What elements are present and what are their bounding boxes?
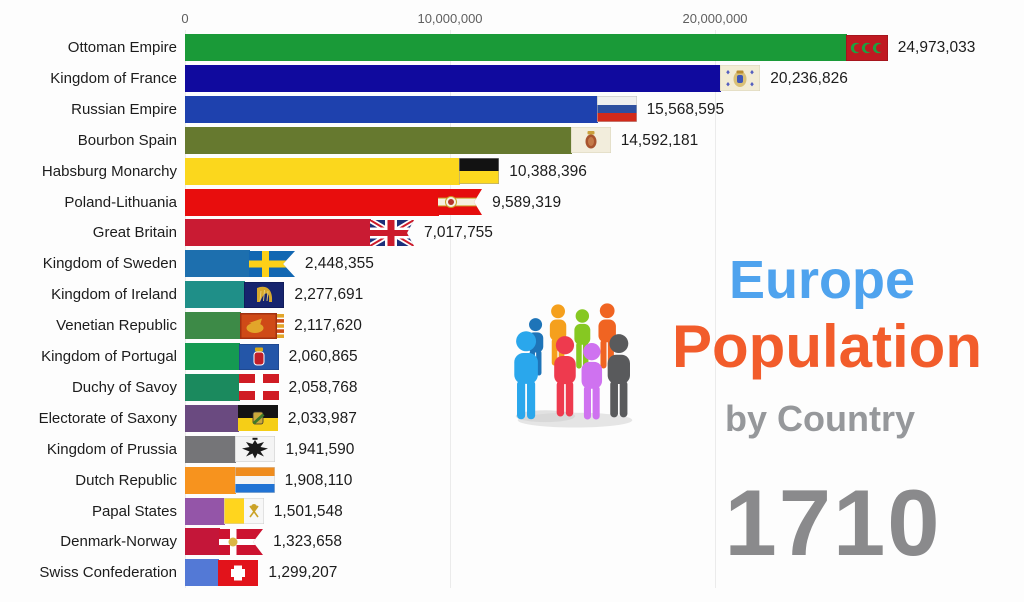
country-label: Russian Empire [71, 100, 177, 118]
title-by-country: by Country [724, 398, 916, 439]
value-label: 2,033,987 [287, 409, 357, 427]
country-label: Kingdom of Ireland [51, 286, 177, 304]
country-label: Ottoman Empire [67, 39, 177, 56]
value-label: 1,323,658 [273, 533, 343, 551]
population-bar [185, 34, 847, 61]
portugal-flag-icon [238, 343, 279, 370]
ottoman-flag-icon [845, 34, 888, 61]
people-group-icon [514, 303, 633, 428]
denmark-flag-icon [219, 528, 264, 555]
population-bar [185, 373, 240, 401]
poland-flag-icon [438, 189, 483, 215]
value-label: 14,592,181 [620, 131, 699, 149]
population-bar [185, 559, 220, 587]
population-bar [185, 435, 237, 463]
population-bar [185, 64, 722, 92]
country-label: Habsburg Monarchy [41, 162, 177, 180]
papal-flag-icon [223, 498, 264, 524]
population-bar [185, 281, 246, 309]
venice-flag-icon [240, 312, 285, 339]
population-bar [185, 466, 236, 494]
country-label: Swiss Confederation [39, 564, 177, 582]
country-label: Poland-Lithuania [64, 193, 177, 211]
axis-tick-label: 20,000,000 [682, 11, 748, 26]
russia-flag-icon [596, 96, 637, 123]
spain-flag-icon [570, 127, 611, 154]
population-bar [185, 497, 225, 525]
year-label: 1710 [724, 470, 942, 575]
value-label: 7,017,755 [423, 224, 493, 242]
country-label: Duchy of Savoy [71, 378, 177, 396]
gridline [185, 30, 186, 588]
country-label: Electorate of Saxony [38, 409, 177, 427]
population-bar [185, 188, 440, 216]
saxony-flag-icon [237, 405, 278, 432]
title-population: Population [672, 313, 982, 380]
country-label: Denmark-Norway [60, 533, 177, 551]
swiss-flag-icon [218, 559, 259, 586]
country-label: Venetian Republic [56, 317, 177, 335]
population-bar [185, 219, 371, 247]
population-bar [185, 312, 242, 340]
dutch-flag-icon [234, 467, 275, 494]
gridline [715, 30, 716, 588]
value-label: 10,388,396 [509, 162, 587, 180]
country-label: Dutch Republic [75, 471, 177, 489]
value-label: 1,501,548 [273, 502, 343, 520]
axis-tick-label: 10,000,000 [417, 11, 483, 26]
country-label: Kingdom of Prussia [46, 440, 177, 458]
population-bar [185, 126, 572, 154]
country-label: Kingdom of Sweden [42, 255, 177, 273]
france-flag-icon [720, 65, 761, 92]
value-label: 2,448,355 [304, 255, 374, 273]
population-bar [185, 528, 221, 556]
country-label: Kingdom of France [50, 69, 177, 87]
country-label: Great Britain [92, 224, 177, 242]
habsburg-flag-icon [459, 158, 500, 185]
value-label: 24,973,033 [897, 39, 976, 56]
value-label: 1,299,207 [268, 564, 338, 582]
country-label: Papal States [91, 502, 177, 520]
population-bar [185, 95, 598, 123]
population-bar [185, 250, 250, 278]
ireland-flag-icon [244, 281, 285, 308]
value-label: 1,941,590 [285, 440, 355, 458]
country-label: Bourbon Spain [77, 131, 177, 149]
sweden-flag-icon [248, 250, 295, 277]
value-label: 9,589,319 [492, 193, 562, 211]
value-label: 1,908,110 [284, 471, 353, 489]
population-bar [185, 404, 239, 432]
savoy-flag-icon [238, 374, 279, 401]
gridline [450, 30, 451, 588]
axis-tick-label: 0 [181, 11, 189, 26]
country-label: Kingdom of Portugal [41, 348, 177, 365]
population-bar [185, 157, 461, 185]
value-label: 2,277,691 [294, 286, 364, 304]
title-europe: Europe [728, 250, 916, 310]
greatbritain-flag-icon [369, 219, 414, 246]
value-label: 2,117,620 [294, 317, 362, 335]
value-label: 15,568,595 [646, 100, 725, 118]
prussia-flag-icon [235, 436, 276, 463]
value-label: 2,060,865 [288, 348, 358, 365]
value-label: 2,058,768 [288, 378, 358, 396]
population-bar [185, 343, 240, 370]
value-label: 20,236,826 [770, 69, 848, 87]
